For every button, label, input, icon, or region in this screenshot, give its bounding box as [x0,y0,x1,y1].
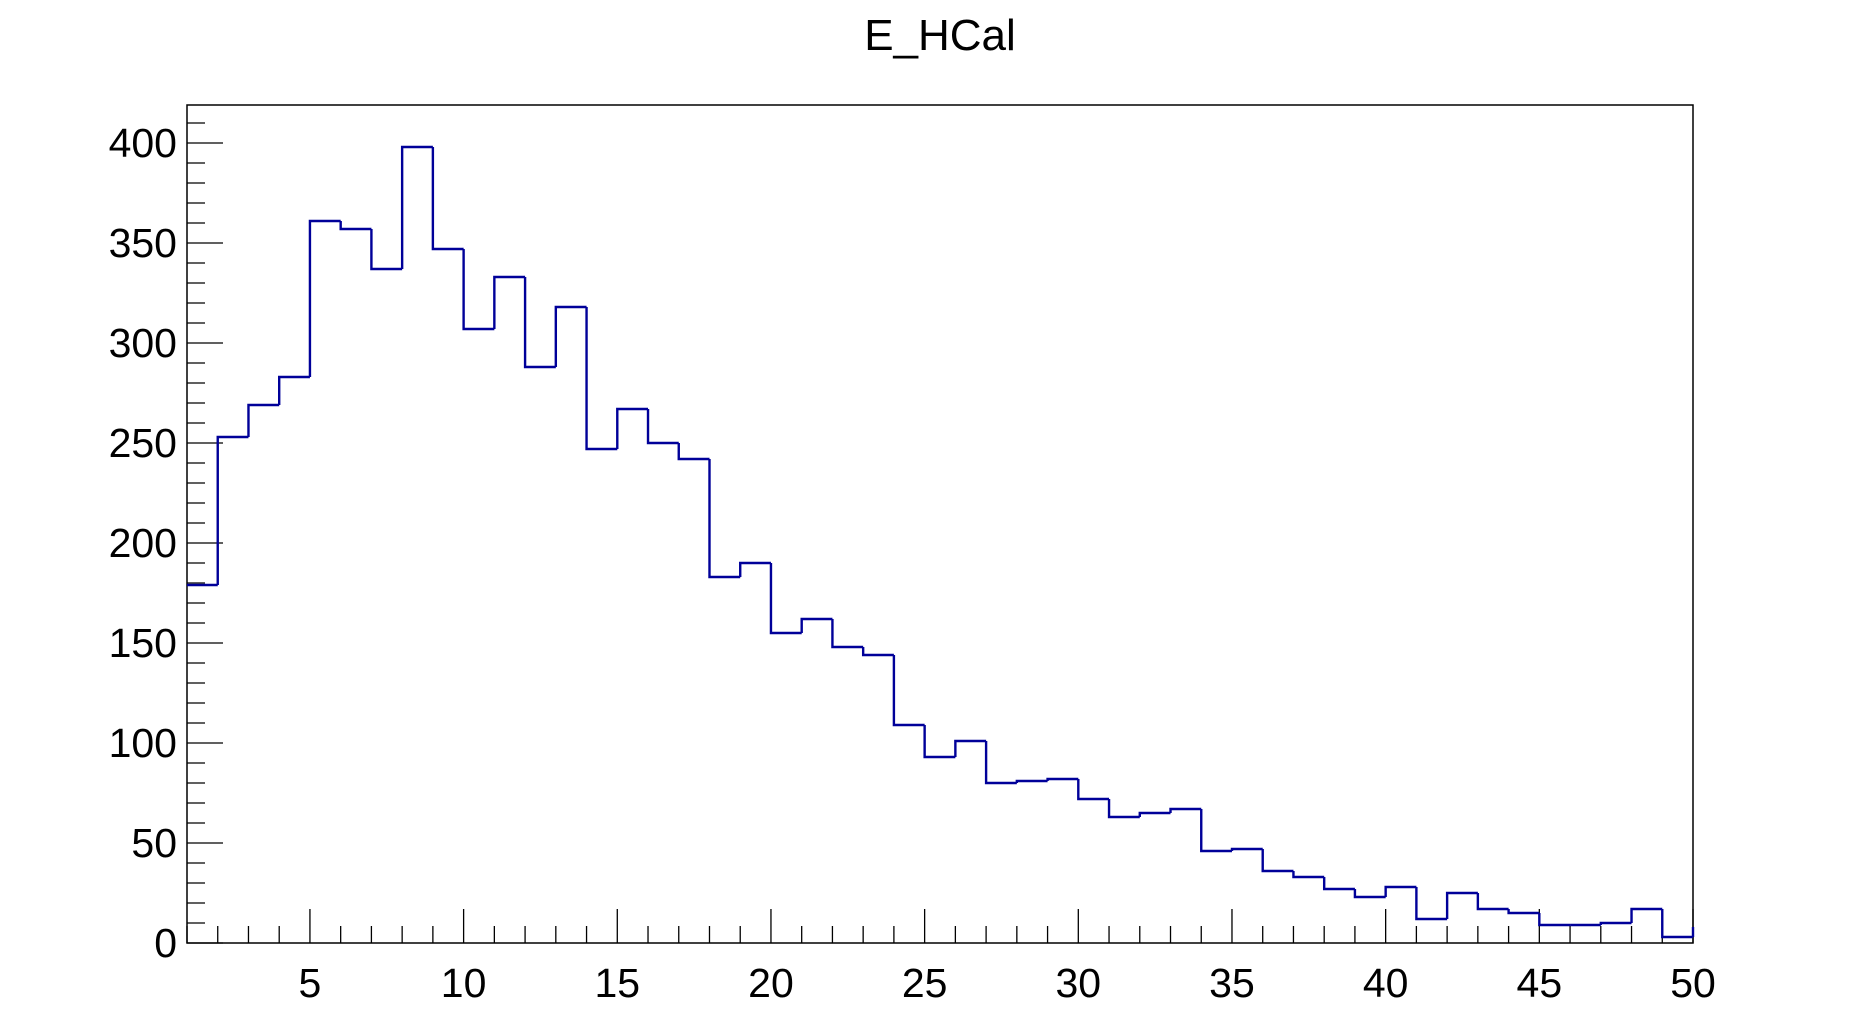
histogram-bin [462,249,495,331]
histogram-bin [708,459,741,579]
histogram-bin [739,561,771,577]
x-tick-label: 15 [594,960,640,1006]
histogram-bin [1169,807,1202,813]
histogram-bin [677,443,710,461]
y-tick-label: 0 [154,920,177,966]
plot-frame [186,104,1694,944]
histogram-bin [1538,913,1571,927]
data-series-group [187,145,1695,939]
histogram-bin [1661,909,1693,939]
histogram-bin [800,617,833,633]
histogram-bin [247,403,280,437]
histogram-bin [954,739,987,757]
histogram-bin [1415,887,1448,921]
histogram-bin [1230,847,1263,851]
histogram-bin [1353,889,1386,899]
x-tick-label: 20 [748,960,794,1006]
histogram-bin [308,219,341,377]
x-tick-label: 5 [299,960,322,1006]
histogram-bin [1476,893,1509,911]
histogram-bin [1507,909,1540,915]
x-tick-label: 10 [441,960,487,1006]
x-tick-label: 25 [902,960,948,1006]
histogram-bin [1107,799,1140,819]
histogram-bin [646,409,679,445]
histogram-bin [1015,779,1048,783]
histogram-bin [1445,891,1478,919]
histogram-bin [585,307,618,451]
histogram-bin [1261,849,1294,873]
chart-title: E_HCal [864,11,1016,60]
y-tick-label: 150 [109,620,177,666]
y-tick-label: 100 [109,720,177,766]
histogram-bin [984,741,1017,785]
histogram-bin [216,435,249,585]
y-tick-label: 300 [109,320,177,366]
histogram-bin [431,147,464,251]
histogram-bin [523,277,556,369]
y-tick-label: 250 [109,420,177,466]
y-tick-label: 200 [109,520,177,566]
histogram-bin [861,647,894,657]
y-tick-label: 350 [109,220,177,266]
histogram-bin [1599,921,1632,925]
histogram-bin [493,275,526,329]
histogram-bin [339,221,372,231]
y-tick-label: 400 [109,120,177,166]
histogram-bin [1292,871,1325,879]
y-tick-label: 50 [131,820,177,866]
histogram-bin [769,563,802,635]
plot-frame-group [186,104,1694,944]
histogram-bin [554,305,587,367]
x-tick-label: 35 [1209,960,1255,1006]
histogram-bin [1077,779,1110,801]
x-tick-label: 40 [1363,960,1409,1006]
histogram-bin [1630,907,1663,923]
histogram-bin [1200,809,1232,853]
histogram-bin [370,229,403,271]
histogram-bin [923,725,956,759]
histogram-bin [1322,877,1355,891]
histogram-bin [1384,885,1417,897]
x-tick-label: 30 [1056,960,1102,1006]
histogram-bin [831,619,864,649]
histogram-bin [892,655,925,727]
x-tick-label: 50 [1670,960,1716,1006]
histogram-bin [616,407,649,449]
histogram-bin [400,145,433,269]
histogram-bin [1138,811,1171,817]
histogram-bin [278,375,310,405]
axis-ticks-group [186,122,1694,944]
histogram-bin [1046,777,1079,781]
x-tick-label: 45 [1517,960,1563,1006]
tick-labels-group: 0 50 100 150 200 250 300 350 400 5 10 15 20 25 30 35 40 4… [109,120,1716,1006]
